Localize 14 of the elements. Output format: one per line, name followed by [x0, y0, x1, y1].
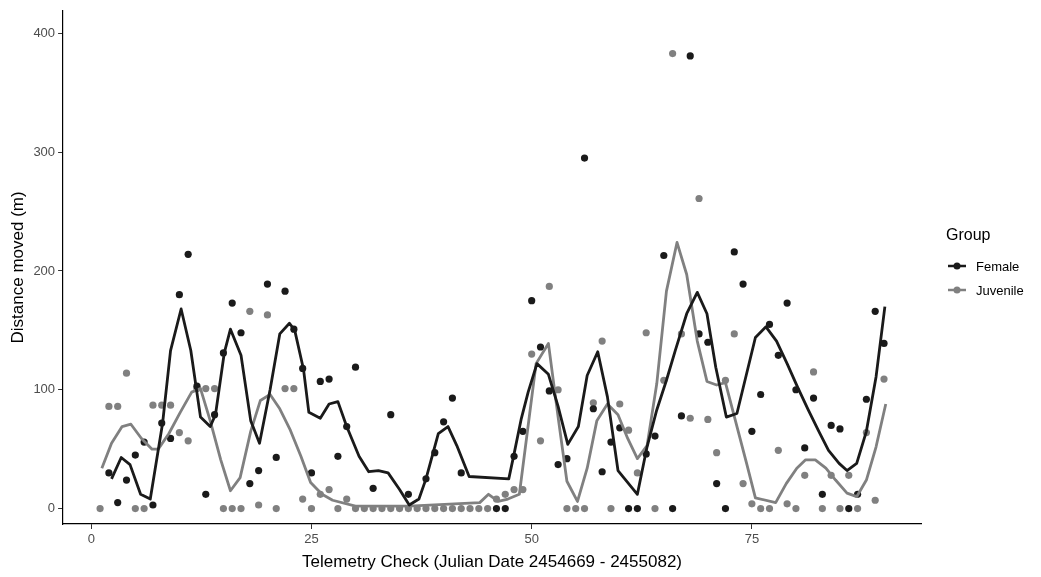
- y-tick-label: 0: [47, 500, 56, 516]
- y-tick-label: 100: [33, 381, 56, 397]
- x-axis-title: Telemetry Check (Julian Date 2454669 - 2455082): [302, 552, 682, 572]
- y-tick-label: 200: [33, 262, 56, 278]
- y-tick-label: 400: [33, 24, 56, 40]
- legend-title: Group: [946, 226, 992, 244]
- x-tick-label: 0: [87, 531, 95, 547]
- legend-label: Female: [976, 258, 1020, 274]
- y-axis-title: Distance moved (m): [7, 191, 27, 344]
- y-tick-label: 300: [33, 143, 56, 159]
- x-tick-label: 75: [744, 531, 760, 547]
- x-tick-label: 50: [524, 531, 539, 547]
- x-tick-label: 25: [304, 531, 319, 547]
- legend-label: Juvenile: [976, 282, 1024, 298]
